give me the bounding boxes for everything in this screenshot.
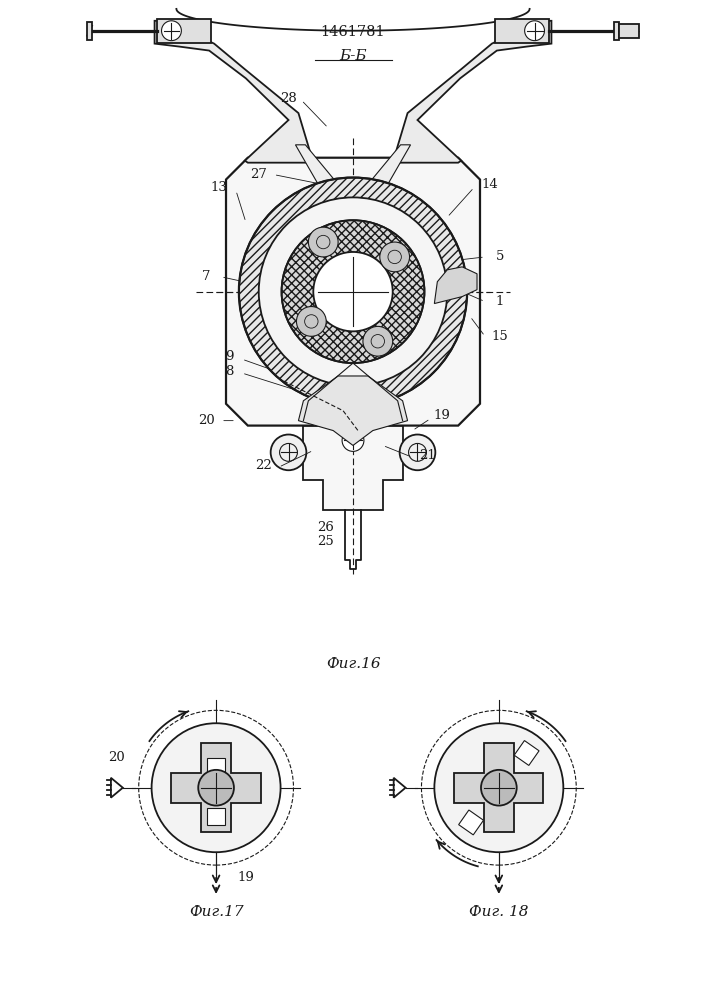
Polygon shape [394,778,406,798]
Polygon shape [459,810,484,835]
Bar [495,19,549,43]
Bar [207,808,225,825]
Text: Б-Б: Б-Б [339,49,367,63]
Circle shape [481,770,517,806]
Text: 1461781: 1461781 [321,25,385,39]
Text: 26: 26 [317,521,334,534]
Text: 21: 21 [419,449,436,462]
Text: 8: 8 [225,365,233,378]
Text: 22: 22 [255,459,272,472]
Text: 20: 20 [108,751,125,764]
Bar [156,19,211,43]
Circle shape [525,21,544,41]
Circle shape [198,770,234,806]
Circle shape [296,307,326,336]
Text: 5: 5 [496,250,504,263]
Polygon shape [296,145,411,210]
Text: 25: 25 [317,535,334,548]
Polygon shape [392,21,551,163]
Polygon shape [298,376,407,445]
Bar [207,758,225,776]
Circle shape [239,178,467,406]
Text: 7: 7 [202,270,211,283]
Circle shape [259,197,448,386]
Text: 15: 15 [491,330,508,343]
Polygon shape [303,426,402,510]
Polygon shape [514,741,539,765]
Circle shape [281,220,424,363]
Polygon shape [155,21,313,163]
Text: 19: 19 [434,409,451,422]
Circle shape [151,723,281,852]
Bar [619,24,638,38]
Polygon shape [226,158,480,426]
Circle shape [342,430,364,451]
Circle shape [380,242,409,272]
Text: 27: 27 [250,168,267,181]
Text: Фиг.17: Фиг.17 [189,905,243,919]
Text: Фиг. 18: Фиг. 18 [469,905,529,919]
Circle shape [308,227,338,257]
Polygon shape [111,778,123,798]
Text: 28: 28 [280,92,297,105]
Polygon shape [171,743,261,832]
Text: Фиг.16: Фиг.16 [326,657,380,671]
Text: 13: 13 [211,181,228,194]
Bar [87,22,92,40]
Text: 9: 9 [225,350,233,363]
Circle shape [161,21,182,41]
Text: 20: 20 [198,414,214,427]
Text: 19: 19 [238,871,255,884]
Circle shape [313,252,392,331]
Text: 14: 14 [481,178,498,191]
Circle shape [363,326,392,356]
Text: 1: 1 [496,295,504,308]
Circle shape [434,723,563,852]
Bar [614,22,619,40]
Polygon shape [454,743,544,832]
Circle shape [399,435,436,470]
Polygon shape [434,267,477,304]
Circle shape [271,435,306,470]
